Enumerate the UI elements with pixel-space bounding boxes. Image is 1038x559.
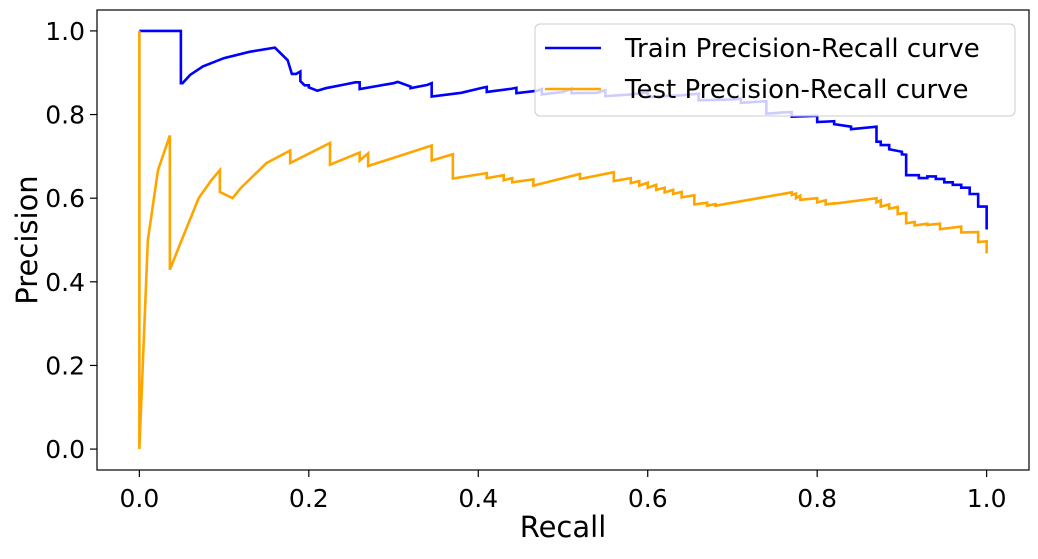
y-tick-label: 0.2 <box>45 351 85 380</box>
y-tick-label: 0.6 <box>45 184 85 213</box>
y-tick-label: 0.0 <box>45 435 85 464</box>
y-axis-label: Precision <box>10 175 44 304</box>
x-tick-label: 1.0 <box>967 484 1007 513</box>
legend-box <box>534 23 1016 117</box>
x-tick-label: 0.8 <box>797 484 837 513</box>
x-axis-label: Recall <box>520 510 607 544</box>
x-tick-label: 0.2 <box>289 484 329 513</box>
x-tick-label: 0.0 <box>119 484 159 513</box>
series-line-test <box>138 30 988 450</box>
x-tick-label: 0.4 <box>458 484 498 513</box>
y-tick-label: 0.4 <box>45 268 85 297</box>
y-tick-label: 0.8 <box>45 101 85 130</box>
y-tick-label: 1.0 <box>45 17 85 46</box>
plot-area-frame <box>96 9 1030 471</box>
legend-label: Test Precision-Recall curve <box>624 75 969 105</box>
x-tick-label: 0.6 <box>628 484 668 513</box>
legend-label: Train Precision-Recall curve <box>624 34 980 64</box>
legend: Train Precision-Recall curve Test Precisi… <box>534 23 1016 117</box>
axis-layer: 0.0 0.2 0.4 0.6 0.8 1.0 0.0 0.2 0.4 0.6 0.8 1.0 <box>45 17 1006 513</box>
